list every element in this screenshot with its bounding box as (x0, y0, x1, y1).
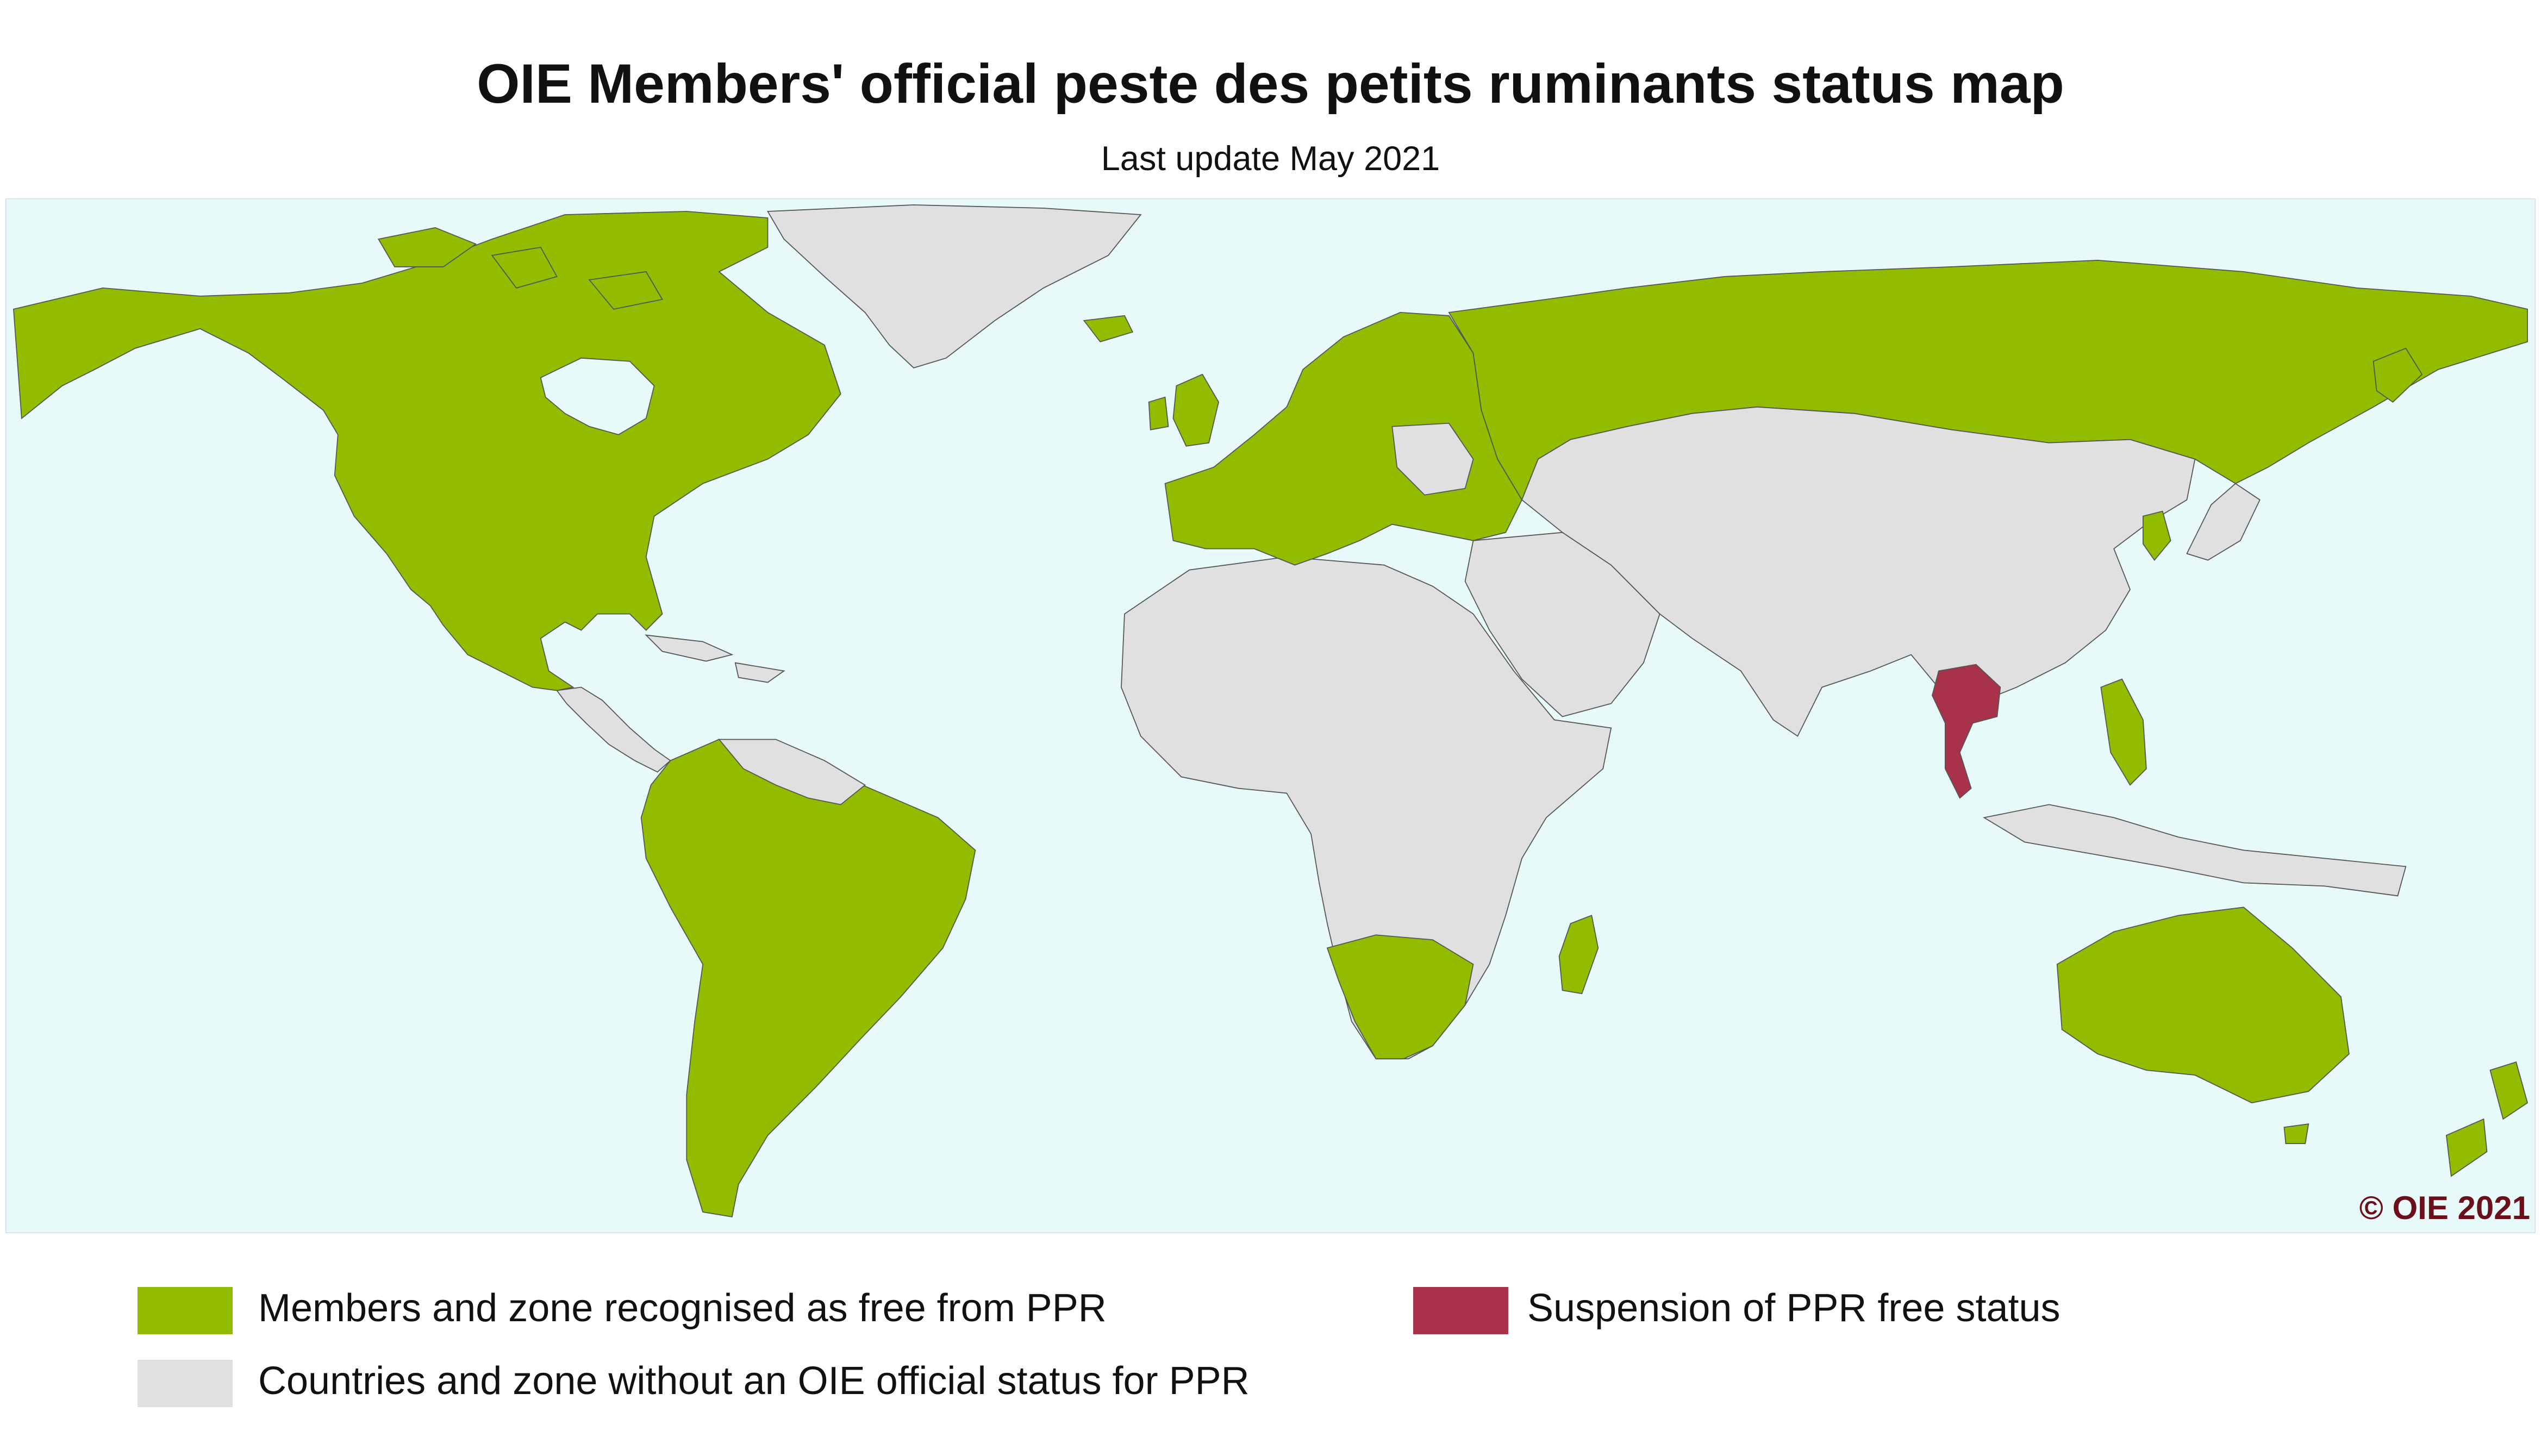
region-new-zealand (2445, 1061, 2528, 1177)
region-southern-africa (1326, 934, 1474, 1060)
map-subtitle: Last update May 2021 (1101, 140, 1440, 178)
region-asia (1521, 406, 2196, 737)
legend-label-no-status: Countries and zone without an OIE offici… (258, 1359, 1250, 1403)
region-central-america (555, 686, 671, 773)
region-british-isles (1148, 373, 1219, 447)
region-korea (2142, 510, 2171, 561)
copyright-notice: © OIE 2021 (2359, 1190, 2530, 1226)
region-arctic-islands (377, 227, 663, 310)
region-thailand (1932, 664, 2001, 799)
legend-swatch-suspended (1413, 1287, 1508, 1334)
region-australia (2056, 907, 2350, 1104)
region-philippines (2100, 678, 2147, 786)
region-south-america (640, 739, 976, 1218)
region-madagascar (1558, 915, 1599, 995)
map-title: OIE Members' official peste des petits r… (477, 53, 2064, 115)
hudson-bay (540, 357, 655, 435)
legend-label-free: Members and zone recognised as free from… (258, 1286, 1107, 1330)
world-map (5, 198, 2536, 1233)
region-north-america (13, 211, 841, 691)
region-greenland (766, 204, 1142, 368)
region-tasmania (2283, 1123, 2309, 1144)
region-eastern-europe (1391, 422, 1474, 496)
region-caribbean (645, 634, 785, 683)
legend-label-suspended: Suspension of PPR free status (1527, 1286, 2061, 1330)
region-japan (2186, 483, 2261, 561)
legend-swatch-free (138, 1287, 233, 1334)
region-venezuela-guianas (718, 739, 866, 805)
region-southeast-asia-islands (1983, 804, 2407, 897)
region-kamchatka (2373, 347, 2423, 403)
legend-swatch-no-status (138, 1360, 233, 1407)
region-iceland (1083, 315, 1134, 342)
